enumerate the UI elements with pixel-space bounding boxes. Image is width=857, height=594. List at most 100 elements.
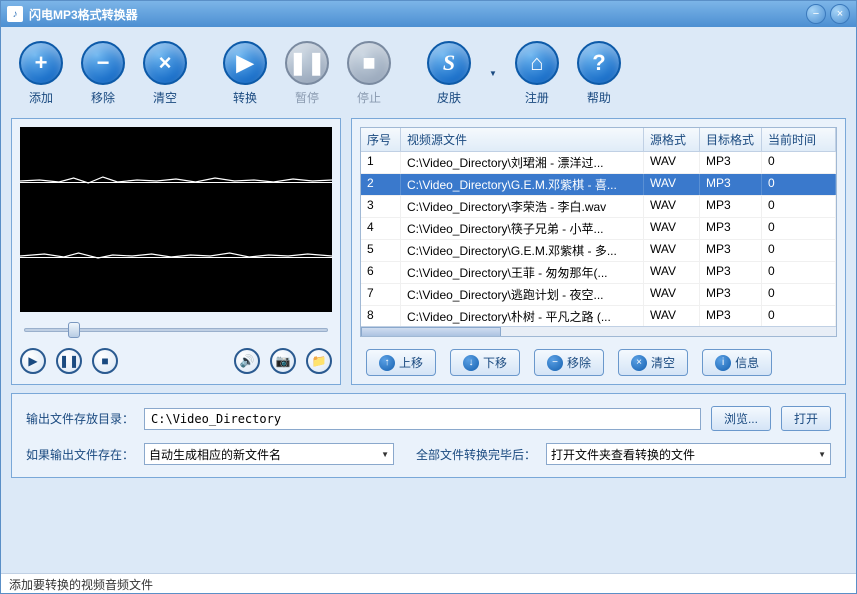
horizontal-scrollbar[interactable] [361,326,836,337]
pause-button[interactable]: ❚❚暂停 [285,41,329,106]
preview-stop-button[interactable]: ■ [92,348,118,374]
move-down-button[interactable]: ↓下移 [450,349,520,376]
table-row[interactable]: 8C:\Video_Directory\朴树 - 平凡之路 (...WAVMP3… [361,306,836,326]
cell-dstfmt: MP3 [700,196,762,217]
after-convert-label: 全部文件转换完毕后： [416,446,536,463]
stop-button[interactable]: ■停止 [347,41,391,106]
titlebar: ♪ 闪电MP3格式转换器 − × [1,1,856,27]
cell-srcfmt: WAV [644,174,700,195]
col-header-index[interactable]: 序号 [361,128,401,151]
question-icon: ? [577,41,621,85]
preview-play-button[interactable]: ▶ [20,348,46,374]
preview-pause-button[interactable]: ❚❚ [56,348,82,374]
cell-srcfmt: WAV [644,152,700,173]
cell-dstfmt: MP3 [700,240,762,261]
table-row[interactable]: 6C:\Video_Directory\王菲 - 匆匆那年(...WAVMP30 [361,262,836,284]
cell-srcfmt: WAV [644,262,700,283]
col-header-time[interactable]: 当前时间 [762,128,836,151]
chevron-down-icon: ▼ [381,450,389,459]
minimize-button[interactable]: − [806,4,826,24]
help-button[interactable]: ?帮助 [577,41,621,106]
cell-source: C:\Video_Directory\朴树 - 平凡之路 (... [401,306,644,326]
cell-srcfmt: WAV [644,284,700,305]
cell-source: C:\Video_Directory\筷子兄弟 - 小苹... [401,218,644,239]
output-dir-label: 输出文件存放目录： [26,410,134,427]
cell-time: 0 [762,306,836,326]
main-toolbar: +添加 −移除 ×清空 ▶转换 ❚❚暂停 ■停止 S皮肤 ▼ ⌂注册 ?帮助 [11,37,846,110]
skin-icon: S [427,41,471,85]
cell-time: 0 [762,196,836,217]
cell-index: 8 [361,306,401,326]
cell-time: 0 [762,284,836,305]
file-list-panel: 序号 视频源文件 源格式 目标格式 当前时间 1C:\Video_Directo… [351,118,846,385]
cell-index: 1 [361,152,401,173]
table-row[interactable]: 2C:\Video_Directory\G.E.M.邓紫棋 - 喜...WAVM… [361,174,836,196]
file-table: 序号 视频源文件 源格式 目标格式 当前时间 1C:\Video_Directo… [360,127,837,337]
cell-srcfmt: WAV [644,240,700,261]
browse-button[interactable]: 浏览... [711,406,771,431]
close-button[interactable]: × [830,4,850,24]
plus-icon: + [19,41,63,85]
skin-button[interactable]: S皮肤 [427,41,471,106]
cell-source: C:\Video_Directory\G.E.M.邓紫棋 - 多... [401,240,644,261]
open-button[interactable]: 打开 [781,406,831,431]
cell-dstfmt: MP3 [700,152,762,173]
add-button[interactable]: +添加 [19,41,63,106]
preview-panel: ▶ ❚❚ ■ 🔊 📷 📁 [11,118,341,385]
cell-dstfmt: MP3 [700,306,762,326]
register-button[interactable]: ⌂注册 [515,41,559,106]
volume-button[interactable]: 🔊 [234,348,260,374]
cell-index: 2 [361,174,401,195]
cell-dstfmt: MP3 [700,174,762,195]
stop-icon: ■ [347,41,391,85]
skin-dropdown-arrow[interactable]: ▼ [489,69,497,78]
col-header-dstfmt[interactable]: 目标格式 [700,128,762,151]
chevron-down-icon: ▼ [818,450,826,459]
waveform-preview [20,127,332,312]
x-icon: × [631,355,647,371]
seek-slider[interactable] [20,322,332,338]
convert-button[interactable]: ▶转换 [223,41,267,106]
cell-index: 4 [361,218,401,239]
if-exists-select[interactable]: 自动生成相应的新文件名▼ [144,443,394,465]
table-row[interactable]: 4C:\Video_Directory\筷子兄弟 - 小苹...WAVMP30 [361,218,836,240]
cell-time: 0 [762,262,836,283]
table-row[interactable]: 7C:\Video_Directory\逃跑计划 - 夜空...WAVMP30 [361,284,836,306]
minus-icon: − [547,355,563,371]
status-text: 添加要转换的视频音频文件 [9,578,153,592]
cell-source: C:\Video_Directory\王菲 - 匆匆那年(... [401,262,644,283]
table-row[interactable]: 3C:\Video_Directory\李荣浩 - 李白.wavWAVMP30 [361,196,836,218]
cell-source: C:\Video_Directory\逃跑计划 - 夜空... [401,284,644,305]
output-dir-input[interactable] [144,408,701,430]
cell-time: 0 [762,174,836,195]
move-up-button[interactable]: ↑上移 [366,349,436,376]
if-exists-label: 如果输出文件存在： [26,446,134,463]
app-window: ♪ 闪电MP3格式转换器 − × +添加 −移除 ×清空 ▶转换 ❚❚暂停 ■停… [0,0,857,594]
after-convert-select[interactable]: 打开文件夹查看转换的文件▼ [546,443,831,465]
cell-srcfmt: WAV [644,196,700,217]
cell-source: C:\Video_Directory\李荣浩 - 李白.wav [401,196,644,217]
col-header-srcfmt[interactable]: 源格式 [644,128,700,151]
open-folder-button[interactable]: 📁 [306,348,332,374]
clear-button[interactable]: ×清空 [143,41,187,106]
table-row[interactable]: 1C:\Video_Directory\刘珺湘 - 漂洋过...WAVMP30 [361,152,836,174]
app-title: 闪电MP3格式转换器 [29,6,138,23]
cell-source: C:\Video_Directory\刘珺湘 - 漂洋过... [401,152,644,173]
cell-srcfmt: WAV [644,218,700,239]
cell-time: 0 [762,218,836,239]
home-icon: ⌂ [515,41,559,85]
remove-button[interactable]: −移除 [81,41,125,106]
arrow-up-icon: ↑ [379,355,395,371]
table-row[interactable]: 5C:\Video_Directory\G.E.M.邓紫棋 - 多...WAVM… [361,240,836,262]
cell-dstfmt: MP3 [700,284,762,305]
pause-icon: ❚❚ [285,41,329,85]
list-clear-button[interactable]: ×清空 [618,349,688,376]
list-remove-button[interactable]: −移除 [534,349,604,376]
slider-thumb[interactable] [68,322,80,338]
cell-index: 3 [361,196,401,217]
arrow-down-icon: ↓ [463,355,479,371]
info-icon: i [715,355,731,371]
snapshot-button[interactable]: 📷 [270,348,296,374]
col-header-source[interactable]: 视频源文件 [401,128,644,151]
info-button[interactable]: i信息 [702,349,772,376]
